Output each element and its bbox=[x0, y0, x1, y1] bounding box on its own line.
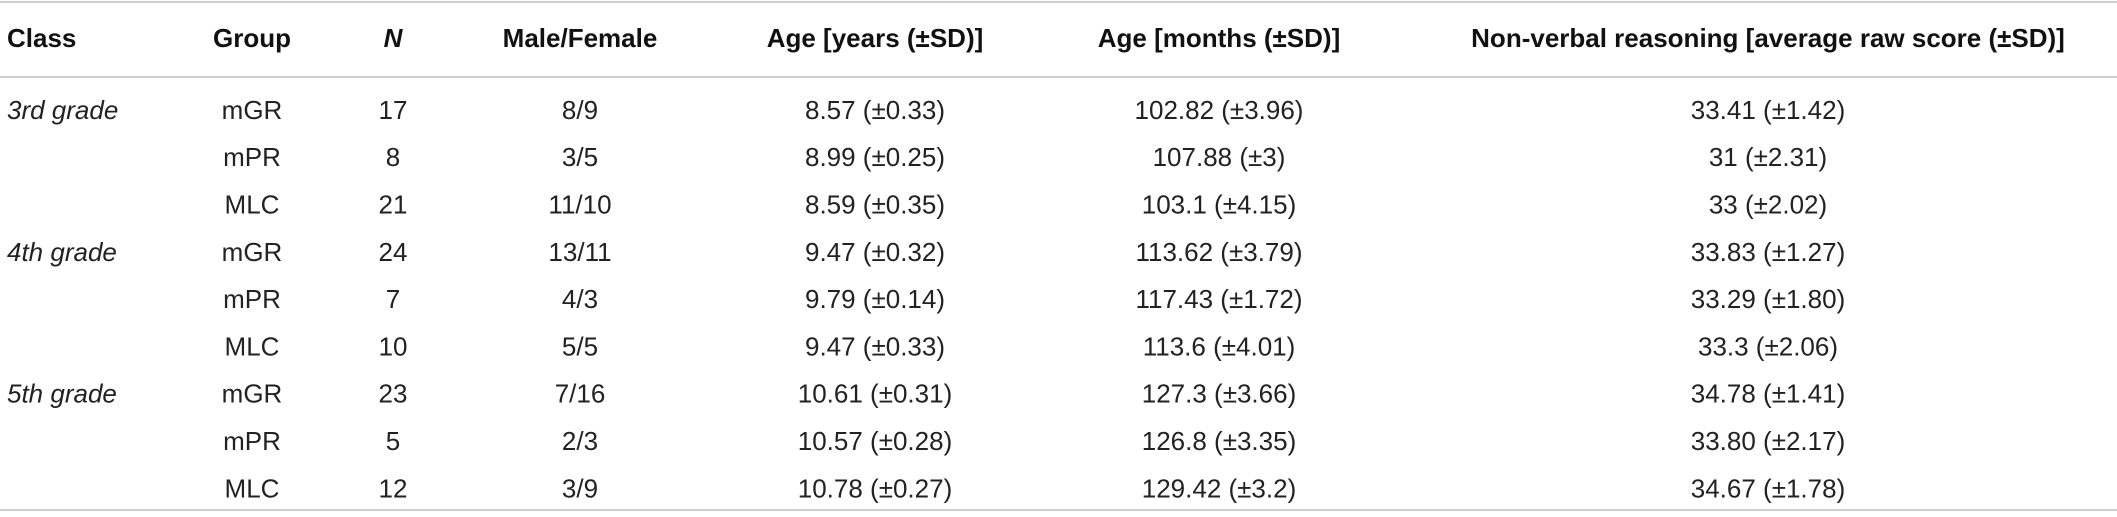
cell: 9.79 (±0.14) bbox=[805, 284, 945, 314]
cell: 31 (±2.31) bbox=[1709, 142, 1827, 172]
cell: 2/3 bbox=[562, 426, 598, 456]
cell: mGR bbox=[222, 237, 283, 267]
cell: 9.47 (±0.32) bbox=[805, 237, 945, 267]
cell: mGR bbox=[222, 379, 283, 409]
cell: 8.57 (±0.33) bbox=[805, 95, 945, 125]
cell: 129.42 (±3.2) bbox=[1142, 473, 1296, 503]
cell: 9.47 (±0.33) bbox=[805, 331, 945, 361]
cell: 113.62 (±3.79) bbox=[1135, 237, 1302, 267]
cell: 5 bbox=[386, 426, 400, 456]
header-cell: Male/Female bbox=[503, 23, 658, 53]
cell: 7/16 bbox=[555, 379, 606, 409]
cell: 107.88 (±3) bbox=[1153, 142, 1286, 172]
cell: 8/9 bbox=[562, 95, 598, 125]
header-cell: Group bbox=[213, 23, 291, 53]
cell: 102.82 (±3.96) bbox=[1135, 95, 1304, 125]
cell: 8.99 (±0.25) bbox=[805, 142, 945, 172]
class-cell: 5th grade bbox=[7, 379, 117, 409]
class-cell: 3rd grade bbox=[7, 95, 118, 125]
cell: 24 bbox=[379, 237, 408, 267]
cell: 3/5 bbox=[562, 142, 598, 172]
cell: 117.43 (±1.72) bbox=[1135, 284, 1302, 314]
cell: MLC bbox=[225, 189, 280, 219]
header-cell: Age [months (±SD)] bbox=[1098, 23, 1340, 53]
cell: 103.1 (±4.15) bbox=[1142, 189, 1296, 219]
cell: 10.78 (±0.27) bbox=[798, 473, 952, 503]
cell: 17 bbox=[379, 95, 408, 125]
header-cell: N bbox=[384, 23, 404, 53]
header-cell: Class bbox=[7, 23, 76, 53]
cell: 3/9 bbox=[562, 473, 598, 503]
cell: mPR bbox=[223, 142, 281, 172]
cell: 5/5 bbox=[562, 331, 598, 361]
class-cell: 4th grade bbox=[7, 237, 117, 267]
cell: 8 bbox=[386, 142, 400, 172]
cell: 34.67 (±1.78) bbox=[1691, 473, 1845, 503]
cell: 33.80 (±2.17) bbox=[1691, 426, 1845, 456]
cell: 4/3 bbox=[562, 284, 598, 314]
cell: 33.83 (±1.27) bbox=[1691, 237, 1845, 267]
cell: 113.6 (±4.01) bbox=[1143, 331, 1296, 361]
cell: 21 bbox=[379, 189, 408, 219]
cell: 33 (±2.02) bbox=[1709, 189, 1827, 219]
cell: MLC bbox=[225, 473, 280, 503]
header-cell: Non-verbal reasoning [average raw score … bbox=[1471, 23, 2065, 53]
cell: 10 bbox=[379, 331, 408, 361]
cell: 34.78 (±1.41) bbox=[1691, 379, 1845, 409]
cell: mGR bbox=[222, 95, 283, 125]
cell: 126.8 (±3.35) bbox=[1142, 426, 1296, 456]
cell: 127.3 (±3.66) bbox=[1142, 379, 1296, 409]
cell: 13/11 bbox=[548, 237, 611, 267]
cell: mPR bbox=[223, 426, 281, 456]
cell: 33.3 (±2.06) bbox=[1698, 331, 1838, 361]
cell: 33.29 (±1.80) bbox=[1691, 284, 1845, 314]
cell: 10.57 (±0.28) bbox=[798, 426, 952, 456]
cell: 12 bbox=[379, 473, 408, 503]
cell: 7 bbox=[386, 284, 400, 314]
cell: 33.41 (±1.42) bbox=[1691, 95, 1845, 125]
cell: 23 bbox=[379, 379, 408, 409]
cell: 10.61 (±0.31) bbox=[798, 379, 952, 409]
cell: 11/10 bbox=[548, 189, 611, 219]
cell: mPR bbox=[223, 284, 281, 314]
cell: MLC bbox=[225, 331, 280, 361]
cell: 8.59 (±0.35) bbox=[805, 189, 945, 219]
header-cell: Age [years (±SD)] bbox=[767, 23, 984, 53]
